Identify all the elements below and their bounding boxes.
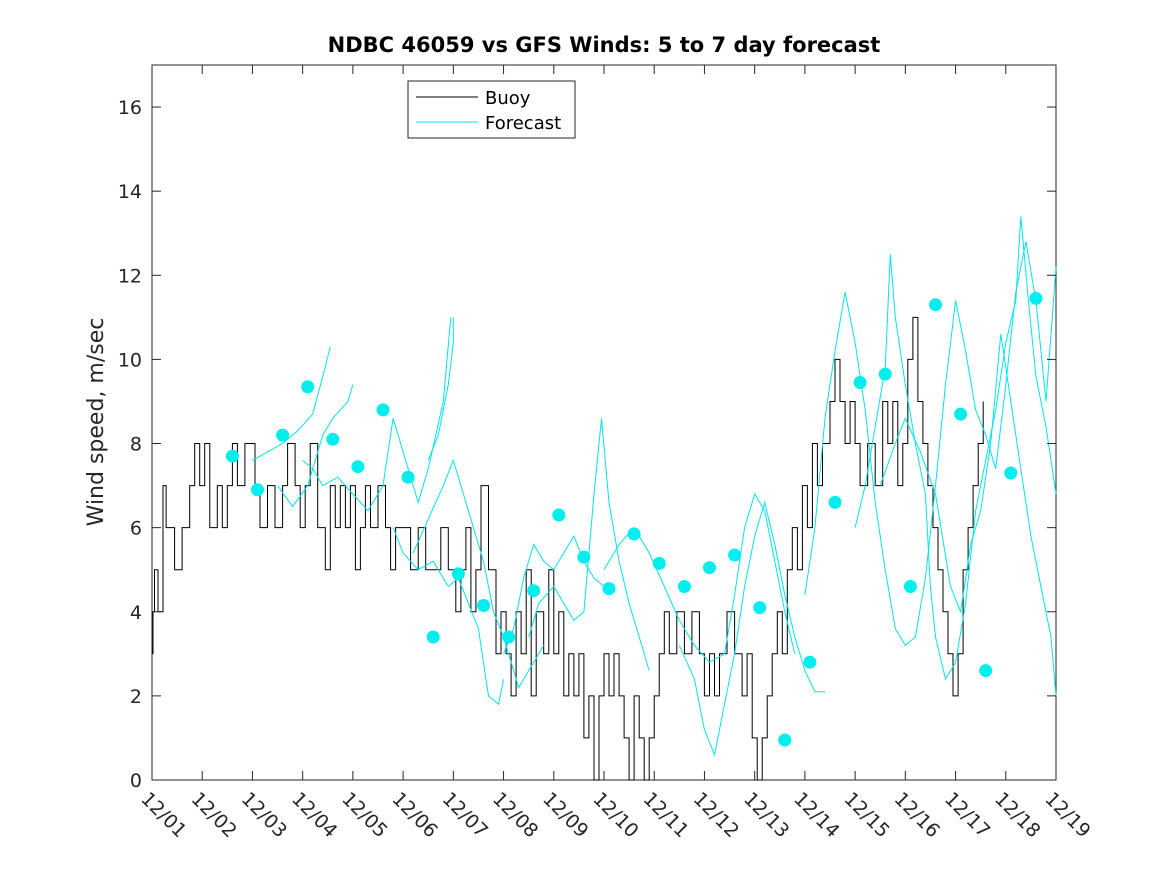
forecast-marker-3 — [276, 428, 290, 442]
forecast-line-3 — [302, 317, 452, 512]
chart-title: NDBC 46059 vs GFS Winds: 5 to 7 day fore… — [328, 33, 881, 57]
forecast-marker-29 — [929, 298, 942, 312]
forecast-marker-16 — [602, 582, 616, 596]
forecast-marker-18 — [652, 556, 666, 570]
y-axis-label: Wind speed, m/sec — [84, 318, 109, 527]
forecast-marker-28 — [903, 580, 917, 593]
forecast-line-2 — [277, 384, 354, 508]
forecast-line-10 — [678, 500, 825, 757]
forecast-marker-27 — [878, 367, 892, 381]
forecast-marker-2 — [251, 483, 264, 497]
forecast-marker-32 — [1004, 466, 1018, 480]
forecast-marker-20 — [703, 561, 716, 575]
forecast-marker-19 — [677, 580, 691, 593]
y-tick-label-10: 10 — [118, 349, 142, 371]
buoy-series-layer — [152, 316, 984, 781]
forecast-marker-15 — [577, 550, 591, 564]
y-tick-label-0: 0 — [130, 770, 142, 792]
forecast-line-1 — [252, 346, 331, 461]
forecast-marker-8 — [401, 470, 415, 484]
forecast-marker-33 — [1029, 291, 1043, 305]
forecast-marker-5 — [326, 432, 340, 446]
forecast-marker-11 — [477, 599, 490, 612]
forecast-marker-14 — [552, 508, 566, 522]
forecast-marker-17 — [627, 527, 641, 541]
y-tick-label-16: 16 — [118, 97, 142, 119]
forecast-line-12 — [854, 216, 1057, 681]
legend-buoy-label: Buoy — [485, 88, 531, 109]
y-tick-label-8: 8 — [130, 434, 142, 456]
y-axis-ticks: 0 2 4 6 8 10 12 14 16 — [118, 97, 1056, 792]
forecast-line-6 — [412, 458, 545, 689]
legend: Buoy Forecast — [407, 80, 576, 139]
forecast-line-8 — [528, 418, 650, 671]
forecast-line-9 — [603, 492, 796, 663]
forecast-marker-6 — [351, 460, 365, 474]
y-tick-label-6: 6 — [130, 518, 142, 540]
forecast-marker-13 — [527, 584, 541, 598]
forecast-marker-25 — [828, 495, 842, 509]
y-tick-label-4: 4 — [130, 602, 142, 624]
forecast-marker-10 — [451, 567, 465, 581]
forecast-marker-7 — [376, 403, 390, 417]
forecast-marker-4 — [301, 380, 315, 394]
forecast-marker-24 — [803, 655, 817, 669]
legend-box — [407, 80, 576, 139]
buoy-line — [152, 316, 984, 781]
forecast-marker-1 — [225, 449, 239, 463]
y-tick-label-2: 2 — [130, 686, 142, 708]
forecast-marker-12 — [502, 630, 516, 644]
legend-forecast-label: Forecast — [485, 113, 561, 134]
forecast-series-layer — [252, 216, 1057, 757]
forecast-marker-9 — [426, 630, 440, 644]
forecast-line-13 — [879, 334, 1057, 696]
forecast-marker-26 — [853, 376, 867, 389]
y-tick-label-12: 12 — [118, 265, 142, 287]
forecast-line-4 — [427, 317, 454, 461]
forecast-marker-30 — [954, 407, 968, 421]
y-tick-label-14: 14 — [118, 181, 142, 203]
forecast-markers-layer — [225, 291, 1043, 747]
forecast-marker-21 — [728, 548, 742, 562]
forecast-marker-23 — [778, 733, 792, 747]
forecast-marker-22 — [753, 601, 767, 615]
forecast-marker-31 — [979, 664, 993, 678]
